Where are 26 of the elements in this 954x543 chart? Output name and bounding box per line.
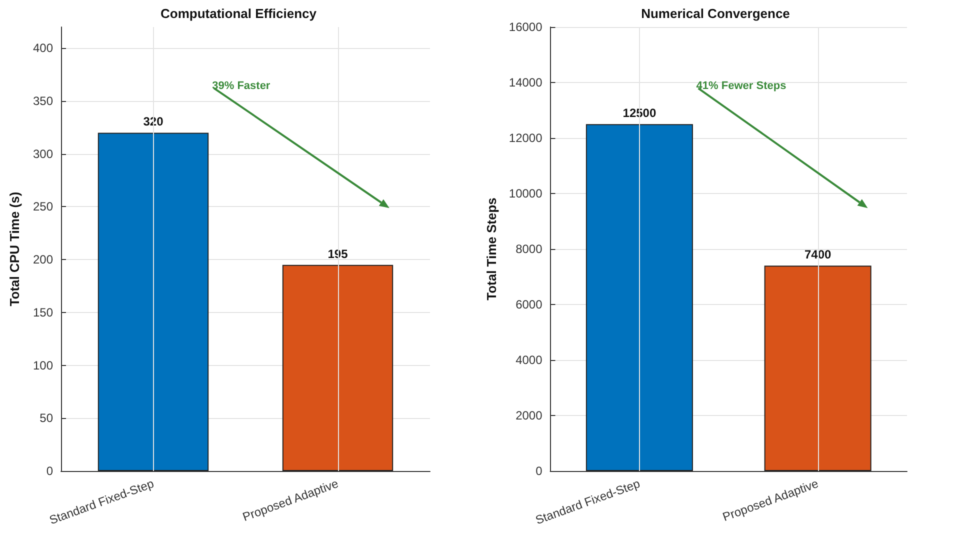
y-tick-label: 8000 (516, 242, 543, 256)
data-label: 12500 (622, 106, 656, 120)
y-axis-title: Total Time Steps (484, 198, 499, 300)
y-tick-label: 250 (32, 200, 54, 214)
y-tick-label: 150 (32, 305, 54, 320)
data-label: 7400 (804, 248, 832, 262)
y-tick-label: 2000 (516, 408, 543, 422)
y-tick-label: 4000 (516, 353, 543, 367)
y-tick-label: 10000 (508, 186, 543, 200)
y-tick-label: 14000 (508, 76, 543, 90)
annotation: 41% Fewer Steps (696, 80, 786, 92)
chart-title: Computational Efficiency (160, 6, 318, 21)
y-tick-label: 0 (46, 464, 54, 478)
annotation: 39% Faster (212, 80, 271, 92)
y-tick-label: 100 (32, 358, 54, 372)
y-axis-title: Total CPU Time (s) (7, 192, 22, 306)
chart-title: Numerical Convergence (641, 6, 790, 21)
y-tick-label: 50 (40, 411, 54, 426)
y-tick-label: 350 (32, 94, 54, 108)
y-tick-label: 200 (32, 252, 54, 267)
y-tick-label: 0 (536, 464, 543, 478)
y-tick-label: 300 (32, 146, 54, 161)
y-tick-label: 16000 (508, 20, 543, 34)
y-tick-label: 12000 (508, 131, 543, 145)
y-tick-label: 6000 (516, 298, 543, 312)
y-tick-label: 400 (32, 41, 54, 56)
